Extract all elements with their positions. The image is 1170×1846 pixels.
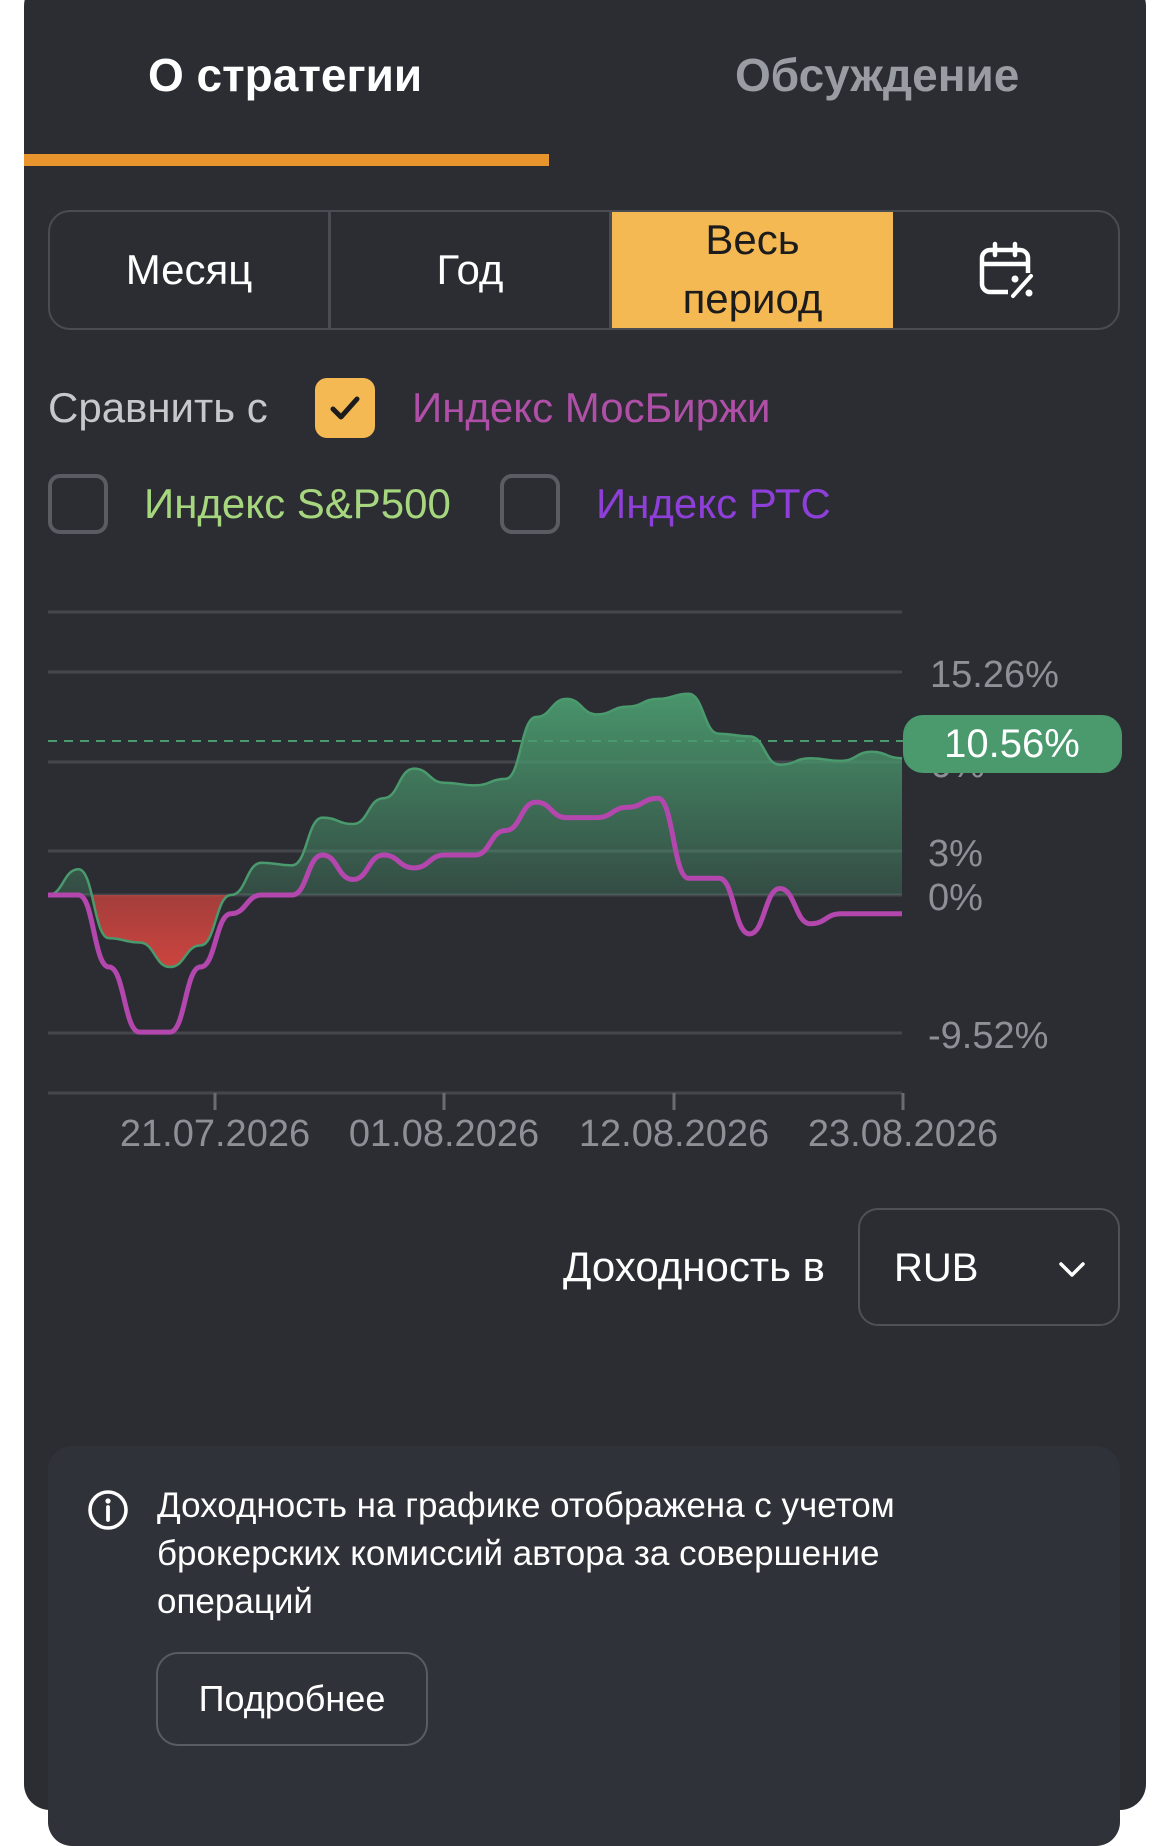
currency-select[interactable]: RUB	[858, 1208, 1120, 1326]
info-line-1: Доходность на графике отображена с учето…	[157, 1486, 895, 1525]
more-details-button[interactable]: Подробнее	[156, 1652, 428, 1746]
currency-value: RUB	[894, 1246, 979, 1290]
custom-period-button[interactable]	[893, 212, 1118, 328]
rts-checkbox[interactable]	[500, 474, 560, 534]
period-all-label: Весь период	[682, 216, 823, 322]
period-month-button[interactable]: Месяц	[50, 212, 331, 328]
info-line-3: операций	[157, 1582, 313, 1621]
info-icon	[88, 1490, 128, 1530]
moex-checkbox[interactable]	[315, 378, 375, 438]
yield-currency-label: Доходность в	[563, 1243, 825, 1290]
rts-index-label[interactable]: Индекс РТС	[596, 480, 831, 527]
period-month-label: Месяц	[125, 245, 253, 293]
active-tab-indicator	[24, 154, 549, 166]
compare-label: Сравнить с	[48, 384, 268, 431]
period-year-button[interactable]: Год	[331, 212, 612, 328]
period-selector: Месяц Год Весь период	[48, 210, 1120, 330]
commission-info-box	[48, 1446, 1120, 1846]
commission-info-text: Доходность на графике отображена с учето…	[157, 1482, 1057, 1626]
tab-about-strategy[interactable]: О стратегии	[148, 49, 423, 101]
sp500-checkbox[interactable]	[48, 474, 108, 534]
tab-discussion[interactable]: Обсуждение	[735, 49, 1020, 101]
checkmark-icon	[330, 396, 360, 420]
calendar-percent-icon	[979, 241, 1034, 299]
period-year-label: Год	[436, 245, 504, 293]
chevron-down-icon	[1059, 1262, 1085, 1277]
sp500-index-label[interactable]: Индекс S&P500	[144, 480, 451, 527]
info-line-2: брокерских комиссий автора за совершение	[157, 1534, 880, 1573]
moex-index-label[interactable]: Индекс МосБиржи	[412, 384, 771, 431]
period-all-button[interactable]: Весь период	[612, 212, 893, 328]
